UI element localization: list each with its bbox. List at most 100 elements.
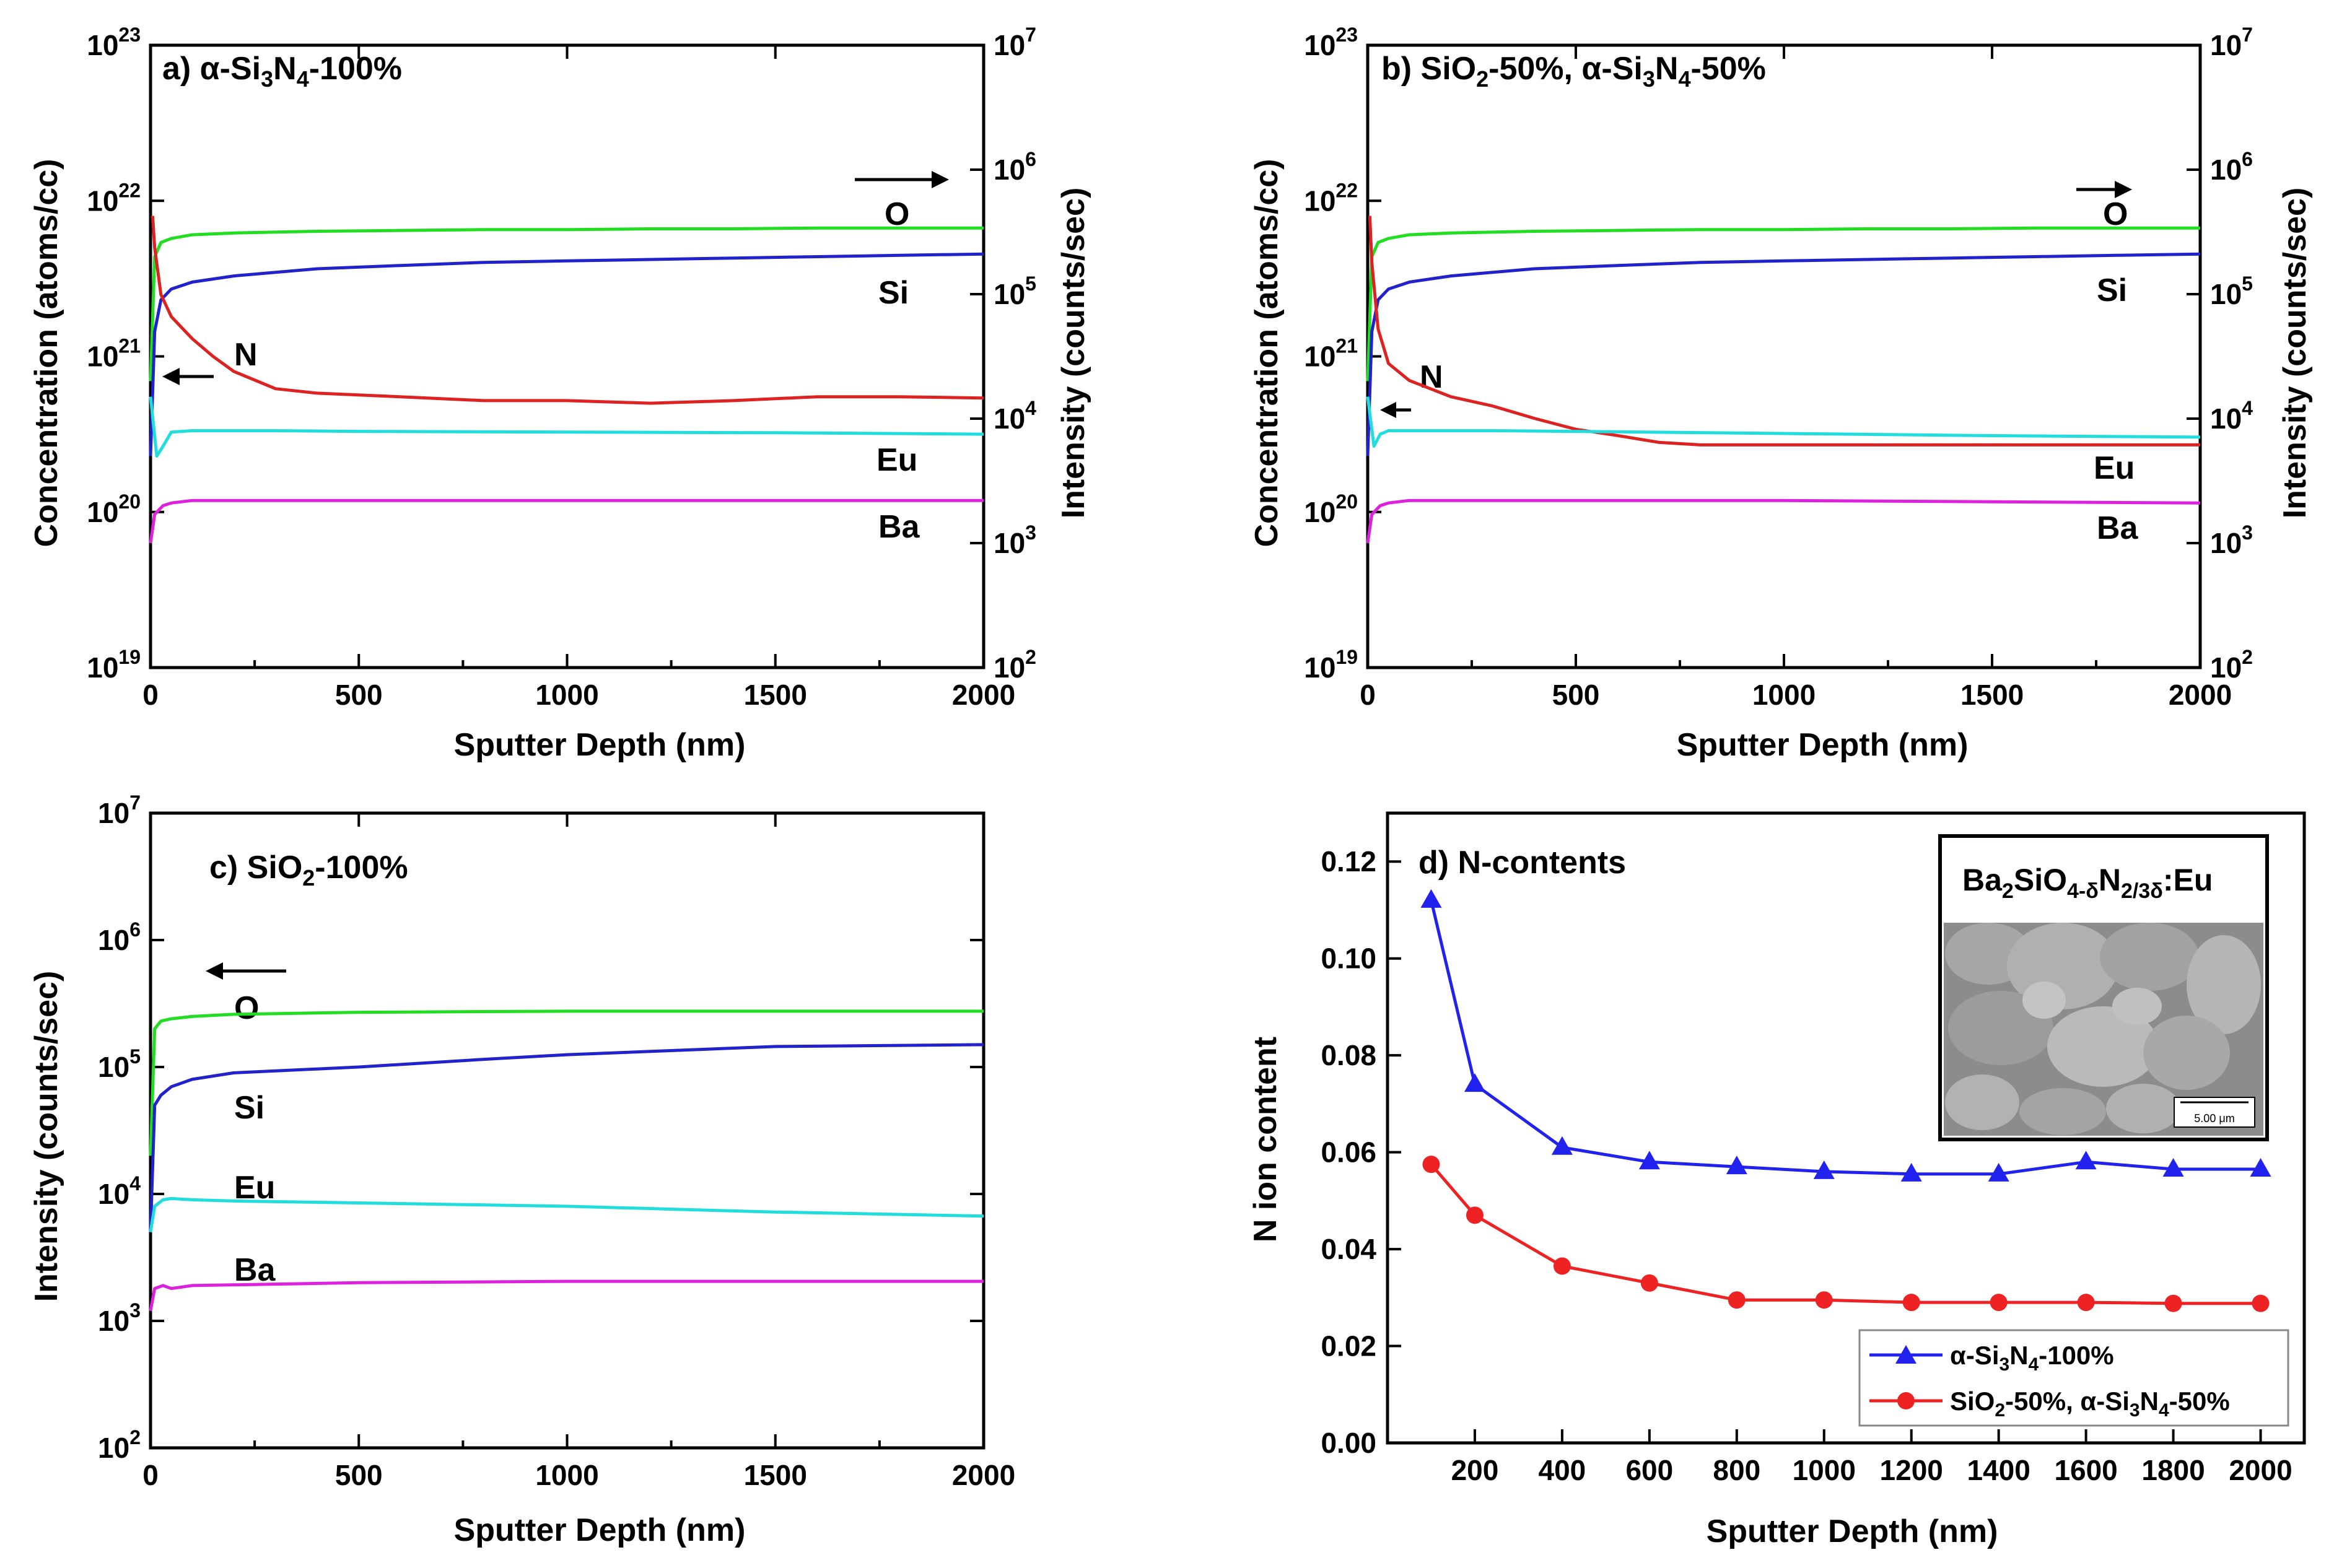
series-1-point [1422, 1156, 1440, 1174]
sem-grains [1945, 923, 2261, 1135]
y-tick-label-left: 104 [98, 1172, 141, 1210]
panel-a-arrowhead-right [932, 171, 949, 188]
panel-c-label-ba: Ba [234, 1252, 276, 1288]
panel-b-arrowhead-right [2115, 181, 2132, 198]
y-tick-label-right: 104 [2210, 397, 2253, 435]
panel-d: d) N-contents Sputter Depth (nm) N ion c… [1248, 834, 2289, 1549]
series-1-point [2252, 1294, 2270, 1312]
panel-a-ylabel-left: Concentration (atoms/cc) [28, 159, 64, 547]
x-tick-label: 1400 [1967, 1454, 2030, 1486]
y-tick-label: 0.06 [1321, 1136, 1376, 1169]
trace-n [1368, 216, 2200, 446]
trace-eu [149, 396, 984, 458]
panel-a-xlabel: Sputter Depth (nm) [454, 727, 746, 763]
y-tick-label-right: 105 [994, 272, 1036, 310]
x-tick-label: 1000 [535, 1459, 598, 1491]
panel-a-frame [149, 43, 986, 669]
y-tick-label-right: 106 [2210, 148, 2253, 186]
y-tick-label-left: 107 [98, 791, 141, 829]
panel-a: a) α-Si3N4-100% Sputter Depth (nm) Conce… [28, 51, 1091, 763]
x-tick-label: 0 [142, 679, 159, 711]
series-0-point [2250, 1157, 2271, 1177]
series-0-point [2075, 1151, 2097, 1170]
y-tick-label: 0.00 [1321, 1427, 1376, 1459]
x-tick-label: 1500 [1960, 679, 2024, 711]
trace-o [149, 1009, 984, 1156]
y-tick-label-left: 103 [98, 1299, 141, 1337]
sem-inset: 5.00 μm Ba2SiO4-δN2/3δ:Eu [1938, 834, 2269, 1141]
trace-si [149, 1043, 984, 1232]
panel-a-label-si: Si [878, 275, 909, 311]
series-1-point [1553, 1257, 1571, 1275]
x-tick-label: 1500 [744, 679, 807, 711]
panel-b-plot: 0 500 1000 1500 2000 1019 1020 1021 1022 1023 102 1… [1304, 24, 2253, 711]
panel-b: b) SiO2-50%, α-Si3N4-50% Sputter Depth (… [1249, 51, 2313, 763]
panel-c-label-o: O [234, 990, 259, 1026]
x-tick-label: 0 [1360, 679, 1376, 711]
y-tick-label-right: 103 [994, 521, 1036, 559]
series-0-point [2162, 1157, 2184, 1177]
panel-c-ylabel: Intensity (counts/sec) [28, 971, 64, 1302]
series-0-point [1726, 1156, 1747, 1175]
panel-b-label-eu: Eu [2094, 450, 2135, 486]
panel-c-plot: 0 500 1000 1500 2000 102 103 104 105 106 107 [98, 791, 1015, 1491]
series-1-point [1815, 1291, 1833, 1309]
x-tick-label: 1200 [1880, 1454, 1943, 1486]
trace-ba [149, 499, 984, 544]
series-1-point [1902, 1294, 1920, 1312]
y-tick-label-right: 107 [2210, 24, 2253, 61]
panel-d-plot: 200 400 600 800 1000 1200 1400 1600 1800 2000 0.00… [1321, 811, 2306, 1486]
series-line-1 [1430, 1163, 2261, 1305]
panel-a-plot: 0 500 1000 1500 2000 1019 1020 1021 1022 1023 102 1… [87, 24, 1036, 711]
panel-b-series-labels: O Si N Eu Ba [1420, 196, 2139, 546]
series-0-point [1638, 1151, 1660, 1170]
x-tick-label: 0 [142, 1459, 159, 1491]
legend-box [1858, 1329, 2289, 1427]
panel-a-ylabel-right: Intensity (counts/sec) [1056, 188, 1091, 519]
series-1-point [1466, 1206, 1484, 1224]
panel-b-arrowhead-left [1380, 402, 1396, 418]
series-0-point [1900, 1162, 1922, 1182]
series-1-point [1990, 1294, 2008, 1312]
panel-a-label-eu: Eu [876, 442, 917, 478]
y-tick-label-left: 1021 [87, 335, 141, 373]
y-tick-label-right: 102 [2210, 646, 2253, 684]
panel-c-arrowhead-left [206, 962, 223, 980]
x-tick-label: 500 [335, 679, 383, 711]
y-tick-label-right: 106 [994, 148, 1036, 186]
x-tick-label: 400 [1539, 1454, 1586, 1486]
panel-b-label-si: Si [2097, 272, 2127, 308]
sem-inset-title: Ba2SiO4-δN2/3δ:Eu [1962, 863, 2213, 903]
y-tick-label-left: 1021 [1304, 335, 1358, 373]
panel-d-frame [1386, 811, 2306, 1445]
legend-text-0: α-Si3N4-100% [1950, 1341, 2114, 1375]
legend-marker-1 [1897, 1392, 1915, 1409]
series-1-point [1640, 1274, 1658, 1292]
panel-d-title: d) N-contents [1418, 845, 1626, 881]
trace-eu [1366, 396, 2201, 448]
series-0-point [1813, 1160, 1835, 1179]
y-tick-label-left: 1020 [1304, 490, 1358, 528]
y-tick-label: 0.04 [1321, 1233, 1376, 1265]
series-1-point [2077, 1294, 2095, 1312]
y-tick-label-left: 1023 [87, 24, 141, 61]
x-tick-label: 1000 [1752, 679, 1816, 711]
panel-a-label-o: O [885, 196, 909, 232]
x-tick-label: 2000 [2169, 679, 2232, 711]
trace-ba [149, 1279, 984, 1312]
y-tick-label-right: 105 [2210, 272, 2253, 310]
panel-a-label-n: N [234, 337, 258, 373]
legend-text-1: SiO2-50%, α-Si3N4-50% [1950, 1387, 2230, 1421]
y-tick-label-right: 104 [994, 397, 1036, 435]
y-tick-label-left: 105 [98, 1045, 141, 1083]
panel-b-ylabel-left: Concentration (atoms/cc) [1249, 159, 1285, 547]
panel-a-label-ba: Ba [878, 509, 920, 545]
series-0-point [1551, 1136, 1573, 1155]
panel-d-ylabel: N ion content [1248, 1037, 1283, 1242]
series-0-point [1420, 889, 1442, 908]
series-0-point [1464, 1073, 1485, 1092]
x-tick-label: 500 [1552, 679, 1600, 711]
x-tick-label: 1000 [535, 679, 598, 711]
trace-si [1366, 252, 2201, 456]
